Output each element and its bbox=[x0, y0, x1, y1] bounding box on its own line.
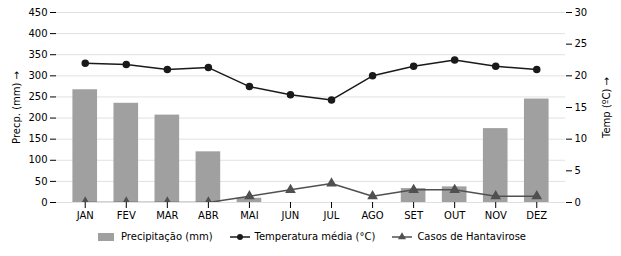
svg-text:0: 0 bbox=[41, 197, 47, 208]
svg-text:300: 300 bbox=[28, 70, 47, 81]
svg-text:AGO: AGO bbox=[361, 210, 383, 221]
svg-text:30: 30 bbox=[575, 7, 588, 18]
svg-text:20: 20 bbox=[575, 70, 588, 81]
svg-text:100: 100 bbox=[28, 154, 47, 165]
svg-text:5: 5 bbox=[575, 165, 581, 176]
svg-text:ABR: ABR bbox=[198, 210, 219, 221]
html-text:Casos de Hantavirose: Casos de Hantavirose bbox=[417, 231, 526, 242]
svg-text:JAN: JAN bbox=[76, 210, 94, 221]
svg-text:DEZ: DEZ bbox=[526, 210, 547, 221]
svg-text:JUN: JUN bbox=[281, 210, 300, 221]
svg-text:MAI: MAI bbox=[240, 210, 258, 221]
svg-text:15: 15 bbox=[575, 102, 588, 113]
svg-text:0: 0 bbox=[575, 197, 581, 208]
svg-text:OUT: OUT bbox=[444, 210, 466, 221]
svg-text:FEV: FEV bbox=[117, 210, 136, 221]
svg-text:JUL: JUL bbox=[323, 210, 340, 221]
svg-text:25: 25 bbox=[575, 38, 588, 49]
svg-text:SET: SET bbox=[404, 210, 424, 221]
svg-text:NOV: NOV bbox=[485, 210, 507, 221]
svg-text:MAR: MAR bbox=[156, 210, 178, 221]
html-text:Precipitação (mm): Precipitação (mm) bbox=[121, 231, 213, 242]
svg-text:450: 450 bbox=[28, 7, 47, 18]
svg-text:350: 350 bbox=[28, 49, 47, 60]
svg-text:10: 10 bbox=[575, 133, 588, 144]
svg-text:Temp (ºC) →: Temp (ºC) → bbox=[601, 77, 612, 139]
svg-text:200: 200 bbox=[28, 112, 47, 123]
svg-text:150: 150 bbox=[28, 133, 47, 144]
svg-text:Precp. (mm) →: Precp. (mm) → bbox=[11, 71, 22, 144]
svg-text:250: 250 bbox=[28, 91, 47, 102]
svg-text:400: 400 bbox=[28, 28, 47, 39]
svg-text:50: 50 bbox=[35, 176, 48, 187]
html-text:Temperatura média (°C): Temperatura média (°C) bbox=[254, 231, 376, 242]
